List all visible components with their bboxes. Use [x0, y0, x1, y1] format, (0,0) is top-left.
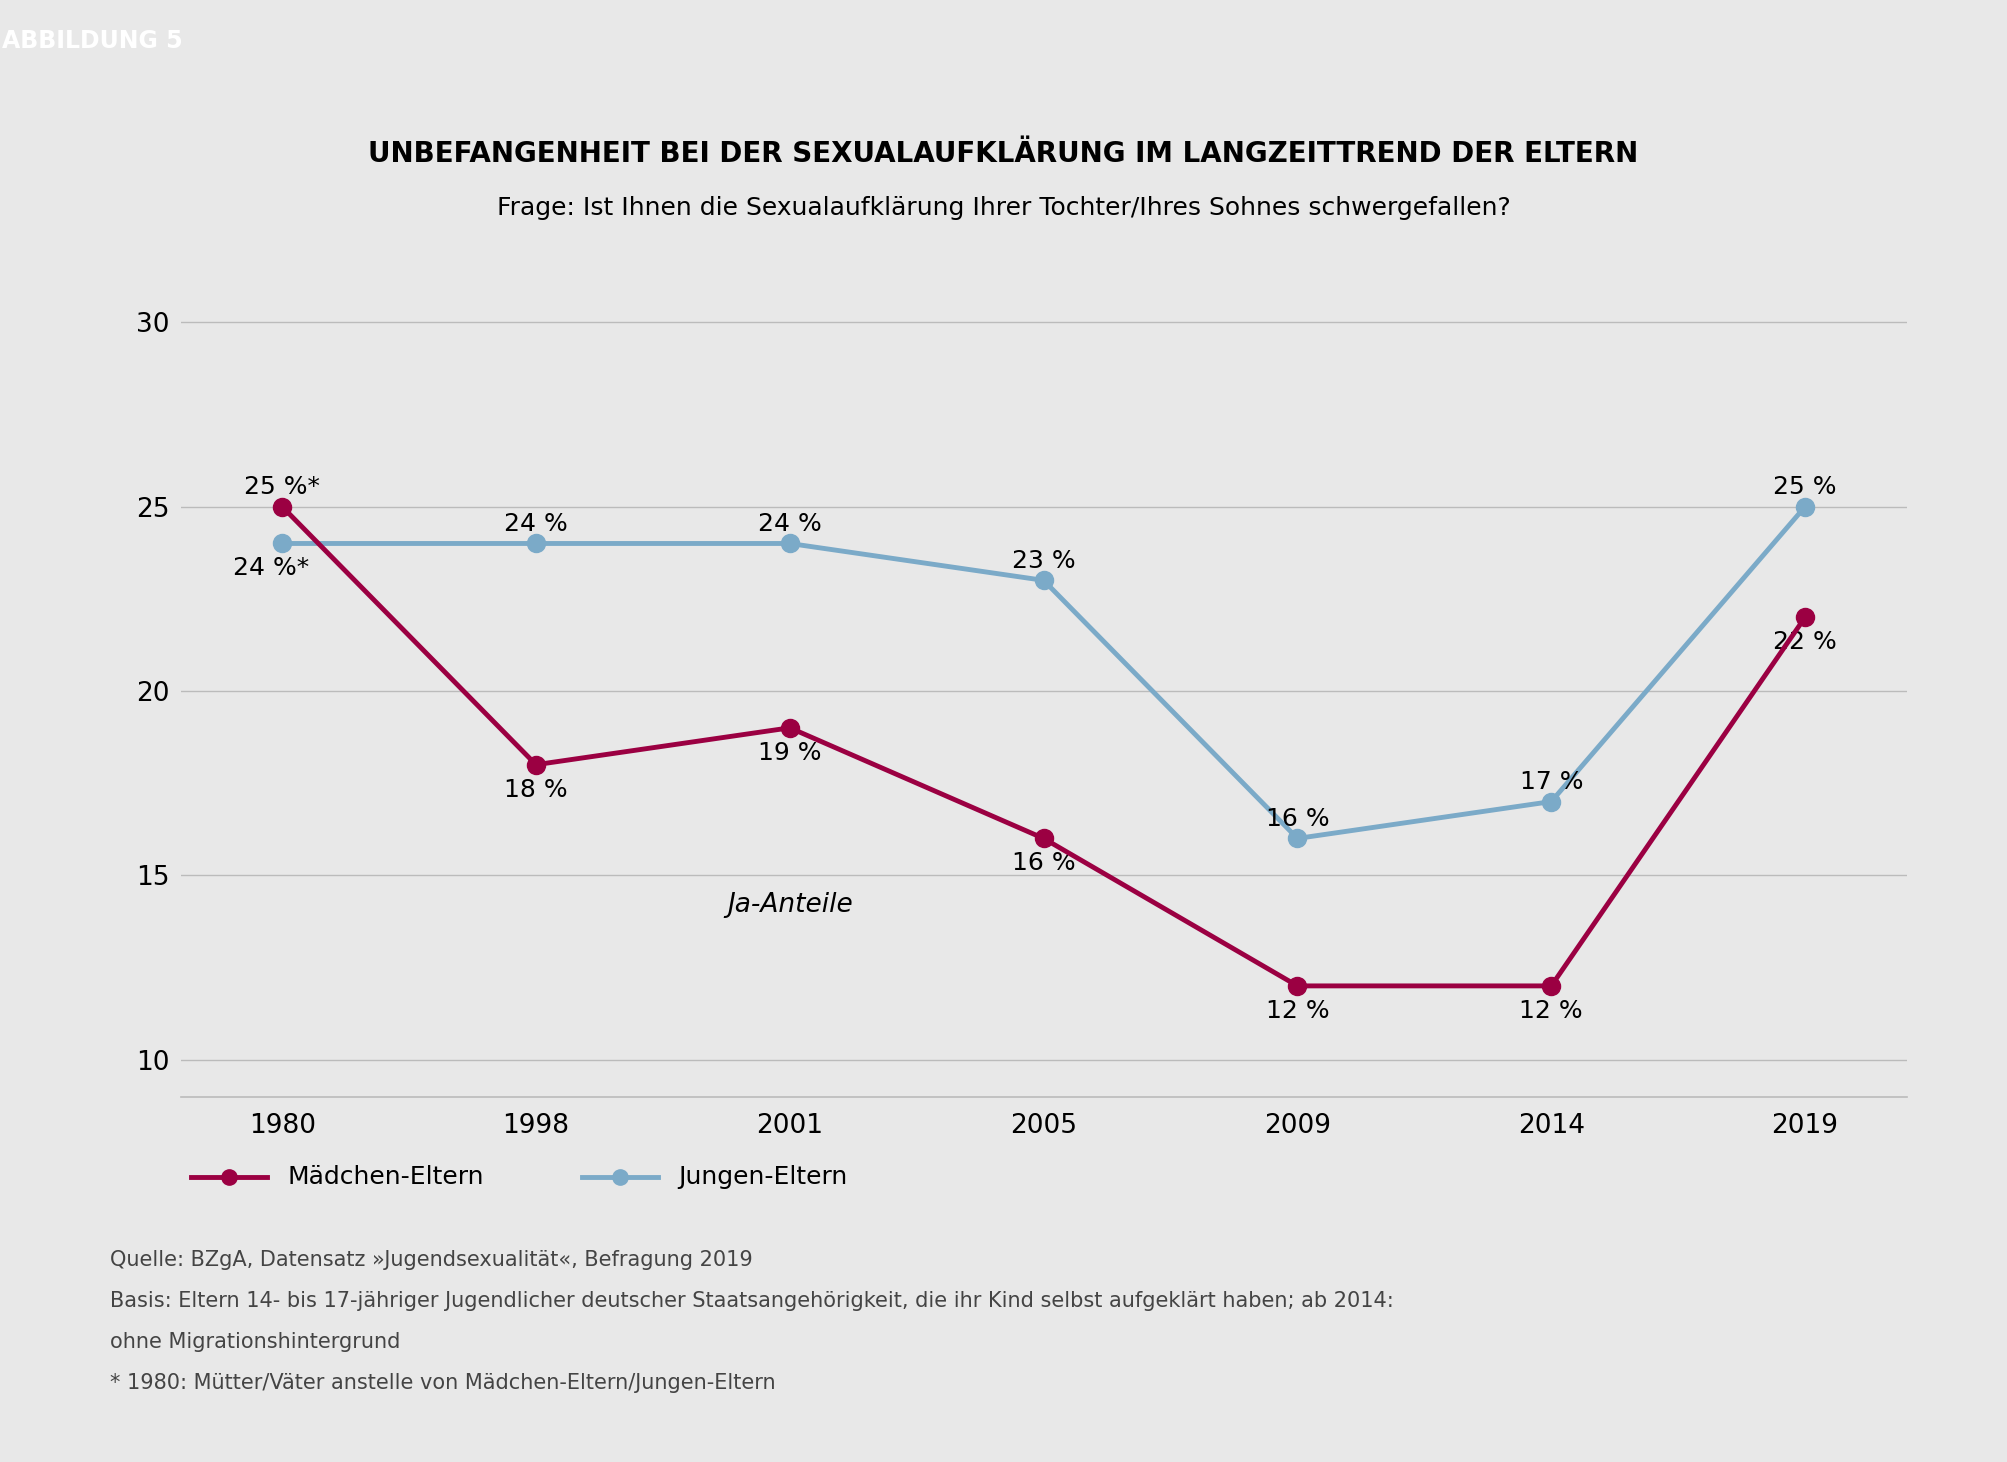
- Text: 16 %: 16 %: [1266, 807, 1329, 830]
- Text: Jungen-Eltern: Jungen-Eltern: [678, 1165, 847, 1189]
- Text: 17 %: 17 %: [1519, 770, 1584, 794]
- Text: 22 %: 22 %: [1774, 630, 1836, 654]
- Text: 23 %: 23 %: [1012, 548, 1076, 573]
- Text: Ja-Anteile: Ja-Anteile: [727, 892, 853, 918]
- Text: Basis: Eltern 14- bis 17-jähriger Jugendlicher deutscher Staatsangehörigkeit, di: Basis: Eltern 14- bis 17-jähriger Jugend…: [110, 1291, 1395, 1311]
- Text: Frage: Ist Ihnen die Sexualaufklärung Ihrer Tochter/Ihres Sohnes schwergefallen?: Frage: Ist Ihnen die Sexualaufklärung Ih…: [496, 196, 1511, 219]
- Text: 25 %*: 25 %*: [245, 475, 319, 499]
- Text: 19 %: 19 %: [759, 741, 821, 765]
- Text: ABBILDUNG 5: ABBILDUNG 5: [2, 29, 183, 53]
- Text: 25 %: 25 %: [1774, 475, 1836, 499]
- Text: ohne Migrationshintergrund: ohne Migrationshintergrund: [110, 1332, 401, 1352]
- Text: Quelle: BZgA, Datensatz »Jugendsexualität«, Befragung 2019: Quelle: BZgA, Datensatz »Jugendsexualitä…: [110, 1250, 753, 1270]
- Text: 24 %: 24 %: [759, 512, 821, 537]
- Text: * 1980: Mütter/Väter anstelle von Mädchen-Eltern/Jungen-Eltern: * 1980: Mütter/Väter anstelle von Mädche…: [110, 1373, 777, 1393]
- Text: 24 %*: 24 %*: [233, 557, 309, 580]
- Text: 24 %: 24 %: [504, 512, 568, 537]
- Text: 12 %: 12 %: [1266, 999, 1329, 1023]
- Text: 12 %: 12 %: [1519, 999, 1584, 1023]
- Text: 16 %: 16 %: [1012, 851, 1076, 876]
- Text: UNBEFANGENHEIT BEI DER SEXUALAUFKLÄRUNG IM LANGZEITTREND DER ELTERN: UNBEFANGENHEIT BEI DER SEXUALAUFKLÄRUNG …: [369, 139, 1638, 168]
- Text: Mädchen-Eltern: Mädchen-Eltern: [287, 1165, 484, 1189]
- Text: 18 %: 18 %: [504, 778, 568, 801]
